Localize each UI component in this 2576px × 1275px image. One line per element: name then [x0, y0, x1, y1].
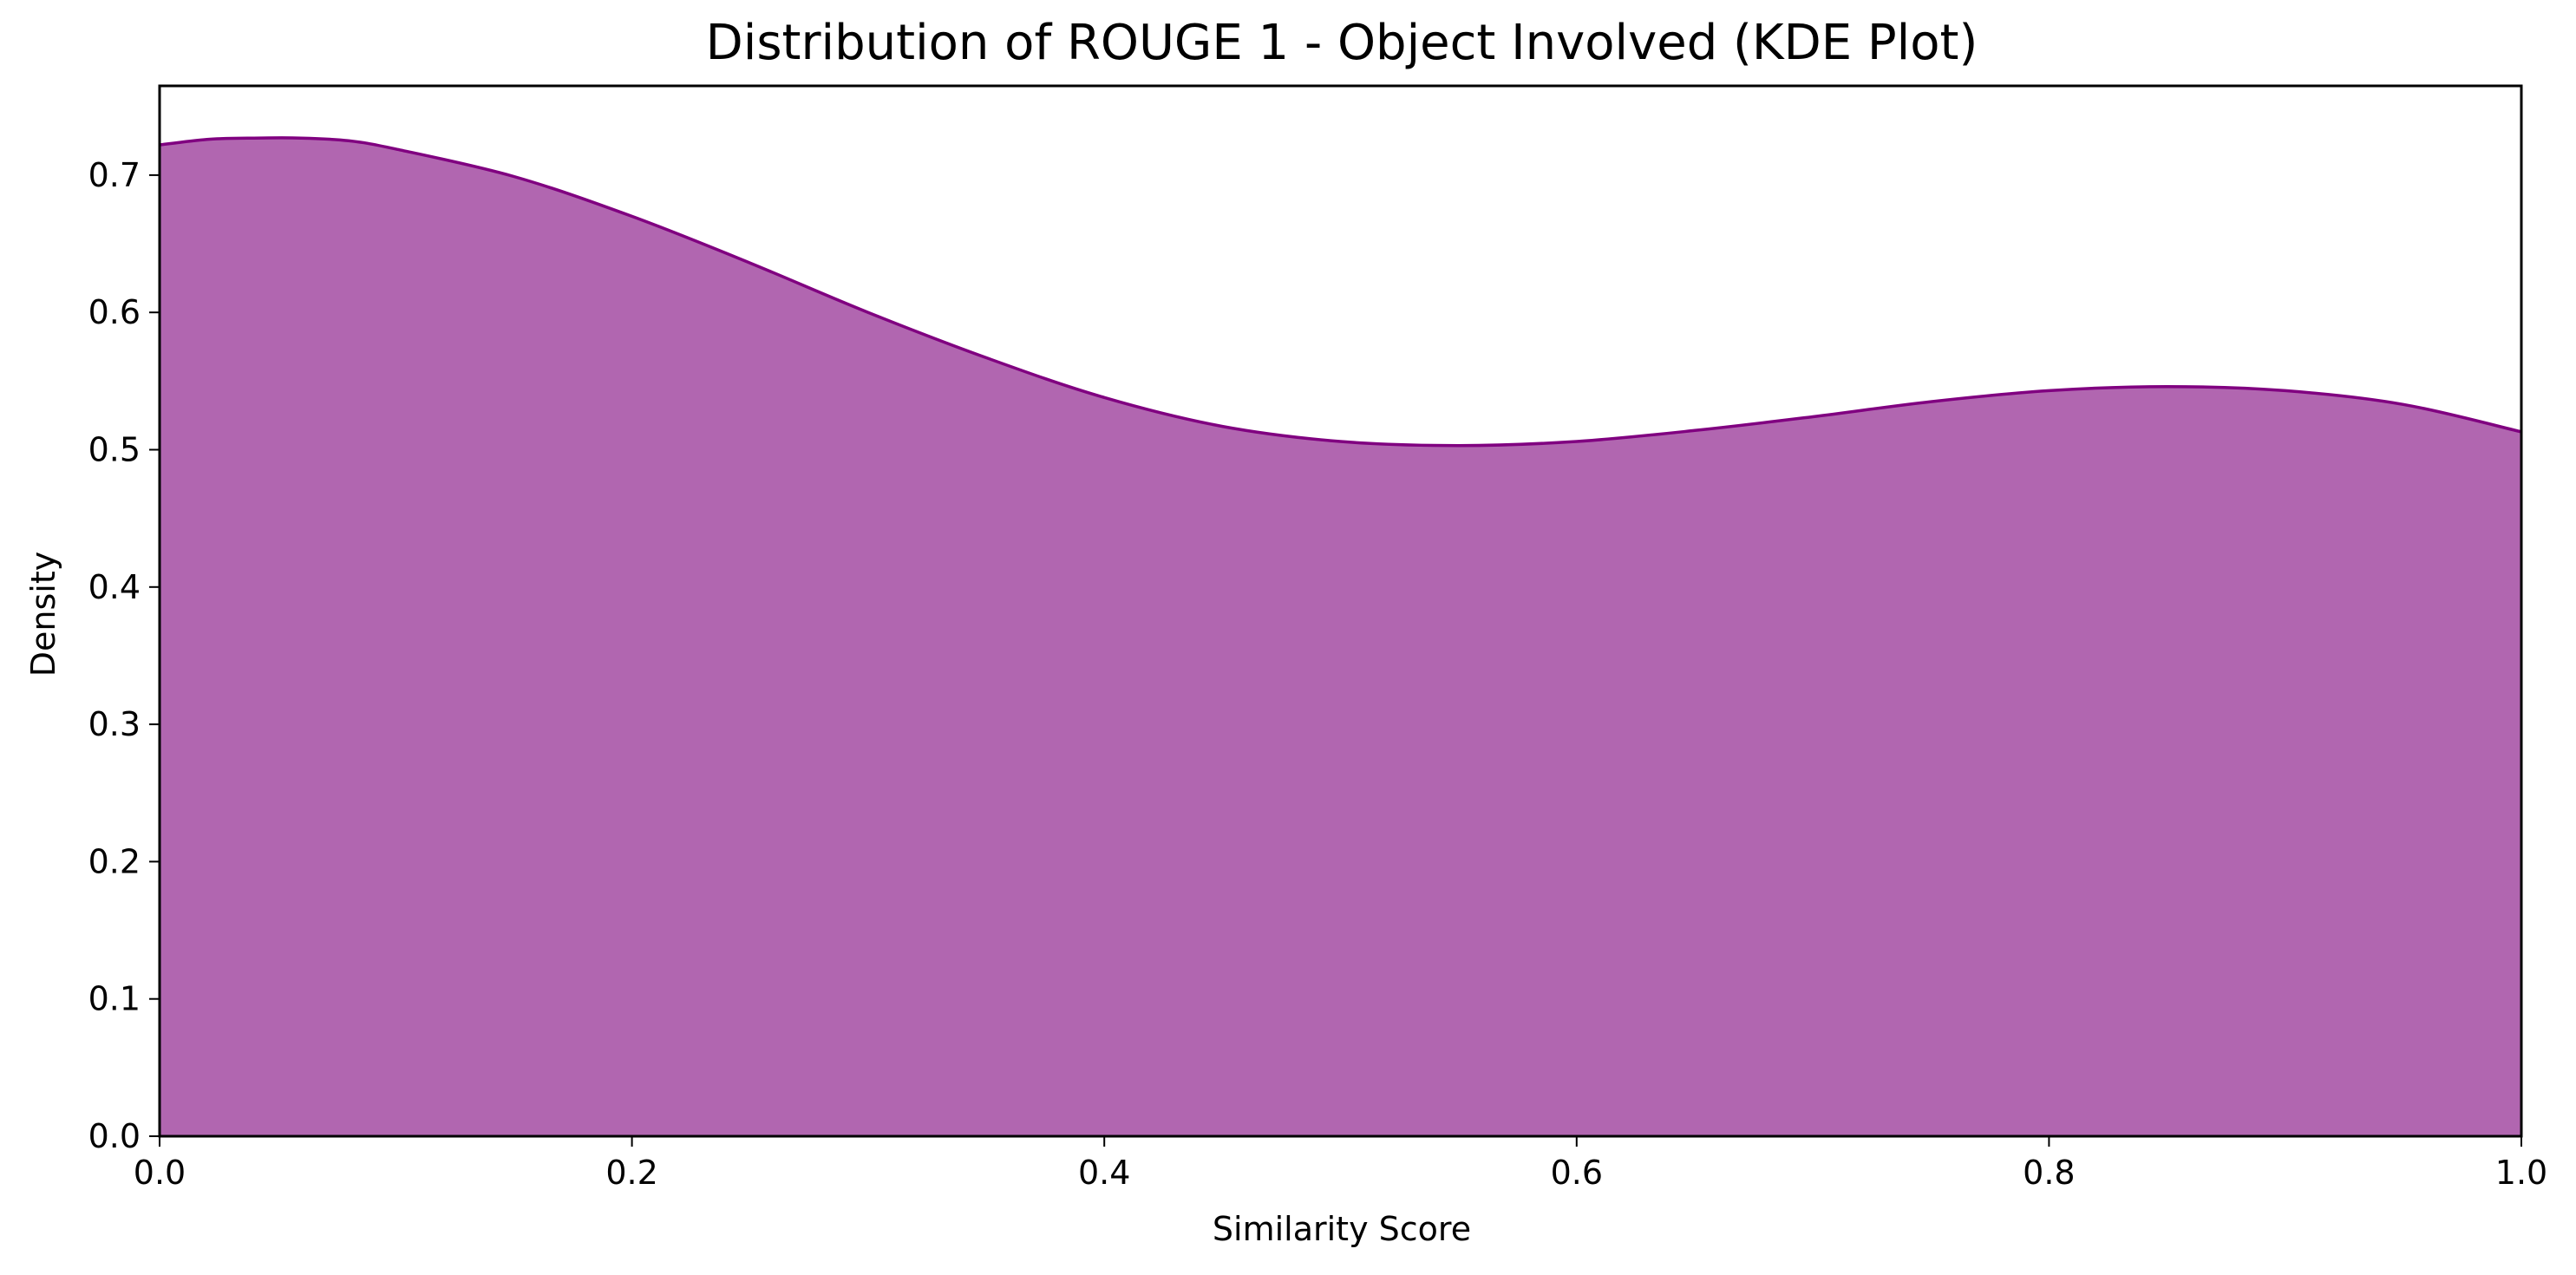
density-area-fill — [160, 137, 2521, 1136]
y-axis-label: Density — [24, 552, 62, 677]
plot-frame — [158, 84, 2523, 1138]
x-tick-label: 0.6 — [1551, 1154, 1603, 1192]
x-tick-label: 0.4 — [1078, 1154, 1130, 1192]
density-curve-line — [159, 136, 2522, 448]
y-tick-label: 0.0 — [88, 1117, 141, 1155]
x-axis-ticks: 0.0 0.2 0.4 0.6 0.8 1.0 — [134, 1136, 2547, 1192]
x-tick-label: 1.0 — [2495, 1154, 2547, 1192]
x-axis-label: Similarity Score — [1213, 1210, 1471, 1248]
x-tick-label: 0.2 — [605, 1154, 657, 1192]
y-axis-ticks: 0.0 0.1 0.2 0.3 0.4 0.5 0.6 0.7 — [88, 156, 160, 1155]
y-tick-label: 0.4 — [88, 568, 141, 606]
chart-title: Distribution of ROUGE 1 - Object Involve… — [706, 15, 1978, 71]
y-tick-label: 0.2 — [88, 842, 141, 880]
y-tick-label: 0.3 — [88, 705, 141, 743]
y-tick-label: 0.6 — [88, 293, 141, 331]
x-tick-label: 0.8 — [2023, 1154, 2075, 1192]
y-tick-label: 0.7 — [88, 156, 141, 194]
y-tick-label: 0.1 — [88, 980, 141, 1018]
x-tick-label: 0.0 — [134, 1154, 186, 1192]
plot-area — [158, 84, 2523, 1138]
y-tick-label: 0.5 — [88, 430, 141, 468]
